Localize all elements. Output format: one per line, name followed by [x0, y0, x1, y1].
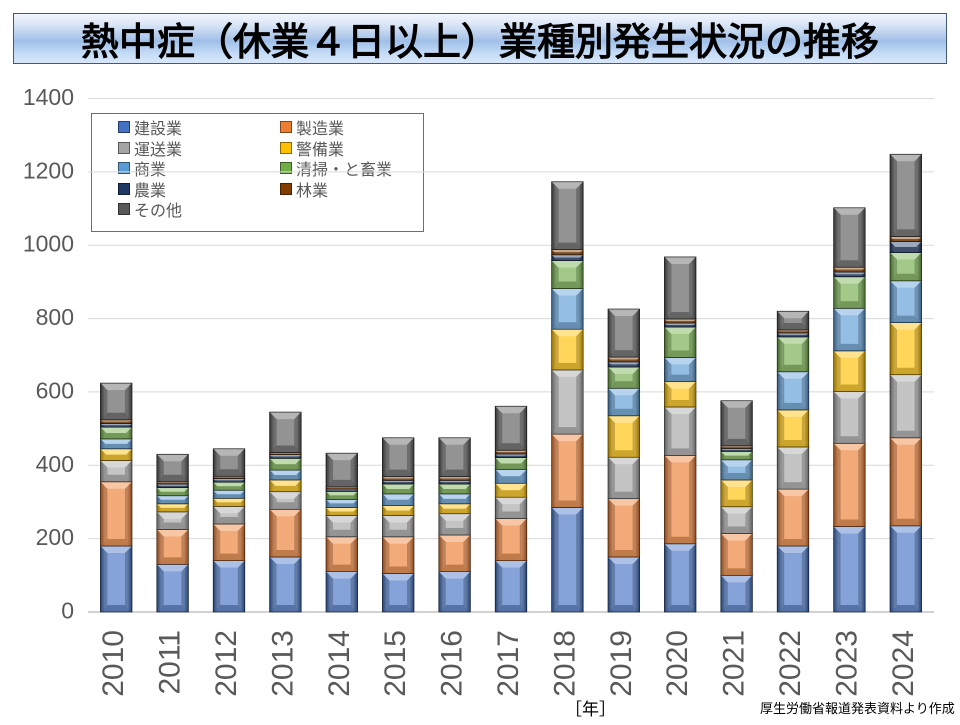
svg-text:2022: 2022 — [774, 630, 807, 697]
svg-text:800: 800 — [36, 304, 74, 330]
svg-text:2017: 2017 — [492, 630, 525, 697]
svg-text:600: 600 — [36, 377, 74, 403]
svg-text:400: 400 — [36, 451, 74, 477]
svg-text:2011: 2011 — [154, 630, 187, 695]
svg-text:200: 200 — [36, 524, 74, 550]
svg-text:2021: 2021 — [718, 630, 751, 697]
svg-text:2019: 2019 — [605, 630, 638, 697]
svg-text:1400: 1400 — [23, 84, 74, 110]
svg-text:2018: 2018 — [548, 630, 581, 697]
svg-text:2020: 2020 — [661, 630, 694, 697]
svg-text:2016: 2016 — [436, 630, 469, 697]
svg-text:2023: 2023 — [830, 630, 863, 697]
svg-text:0: 0 — [61, 598, 74, 624]
svg-text:2013: 2013 — [266, 630, 299, 697]
svg-text:2024: 2024 — [887, 630, 920, 697]
svg-text:2014: 2014 — [323, 630, 356, 697]
svg-text:1000: 1000 — [23, 231, 74, 257]
svg-text:2015: 2015 — [379, 630, 412, 697]
svg-text:2010: 2010 — [97, 630, 130, 697]
svg-text:1200: 1200 — [23, 157, 74, 183]
svg-text:2012: 2012 — [210, 630, 243, 697]
